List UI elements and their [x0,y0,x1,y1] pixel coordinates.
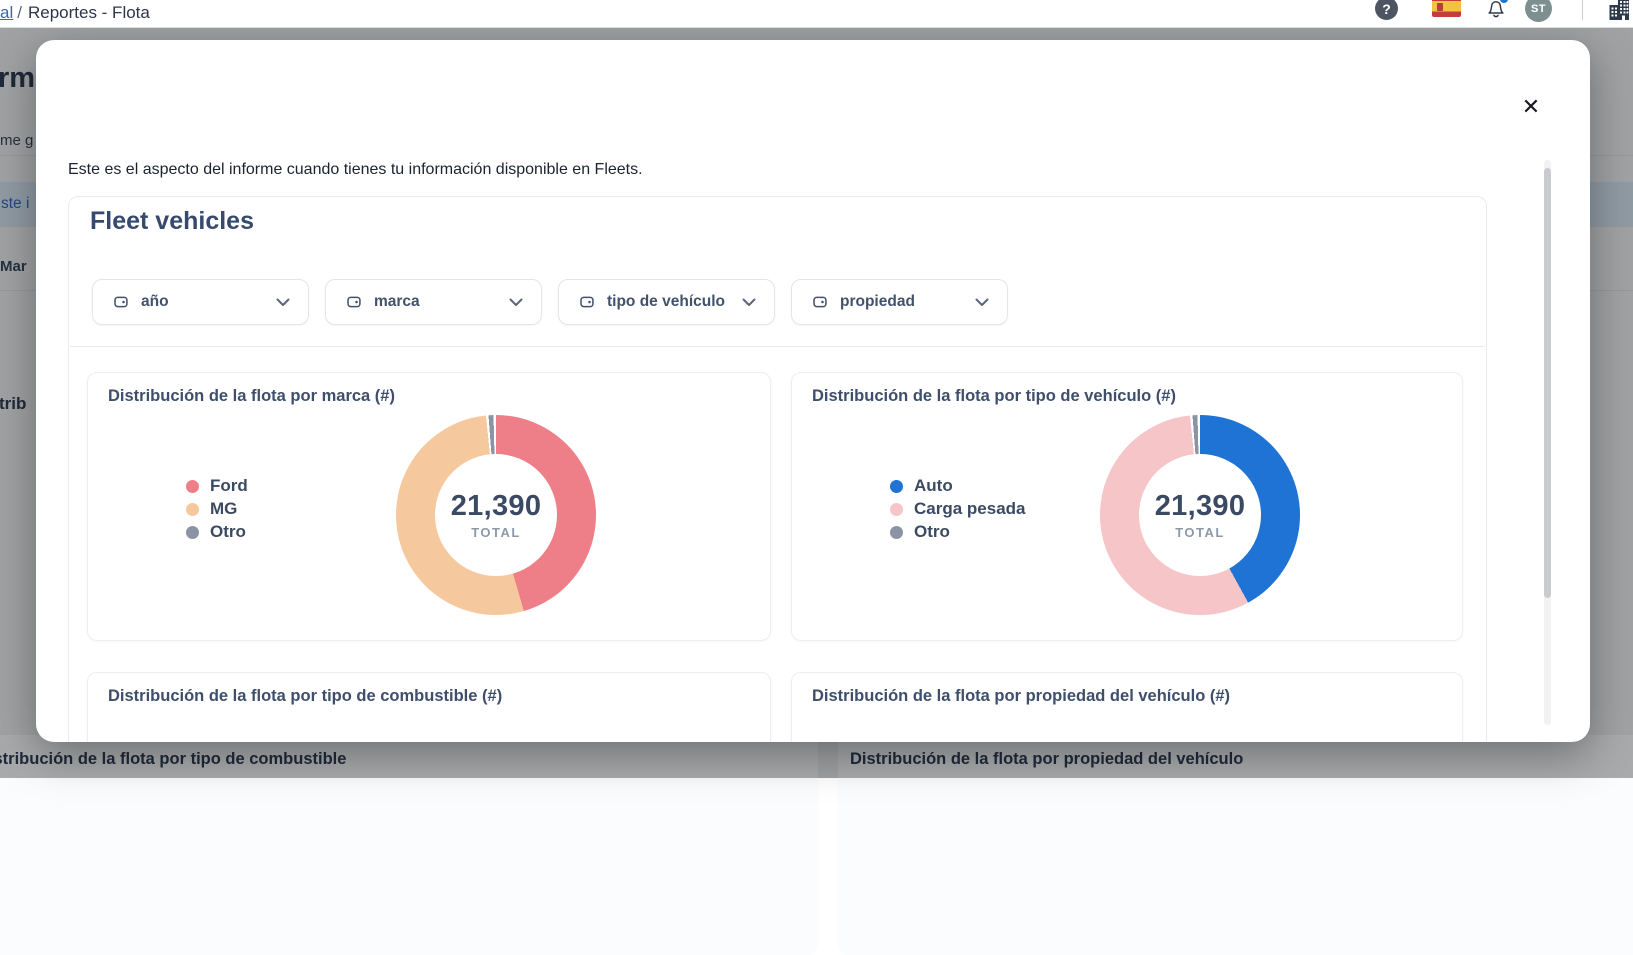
filter-label: propiedad [840,293,915,310]
filter-dropdown-a-o[interactable]: año [92,279,309,325]
language-flag-icon[interactable] [1432,0,1461,17]
notifications-bell-icon[interactable] [1484,0,1509,20]
modal-scrollbar-thumb[interactable] [1544,168,1551,598]
background-subtitle-fragment: me g [0,132,34,149]
chevron-down-icon [509,298,523,307]
legend-label: Ford [210,476,248,495]
background-selected-row-link-fragment: ste i [1,195,30,212]
report-filters-row: año marca tipo de vehículo propiedad [92,279,1008,325]
chevron-down-icon [276,298,290,307]
topbar-divider [1582,0,1583,20]
chevron-down-icon [742,298,756,307]
chart-card: Distribución de la flota por propiedad d… [791,672,1463,742]
tag-icon [114,295,131,309]
report-container: Fleet vehicles año marca tipo de vehículo p… [68,196,1487,742]
donut-center: 21,390 TOTAL [1139,454,1261,576]
donut-total-label: TOTAL [471,525,521,540]
legend-item: Ford [186,476,248,496]
legend-item: MG [186,499,248,519]
background-section-title-fragment: trib [0,394,27,413]
legend-item: Auto [890,476,1026,496]
filter-label: año [141,293,169,310]
chart-legend: Auto Carga pesada Otro [890,473,1026,545]
legend-color-dot [186,525,199,539]
legend-label: Otro [210,522,246,541]
tag-icon [347,295,364,309]
flag-emblem [1437,3,1443,11]
legend-label: Otro [914,522,950,541]
legend-item: Otro [890,522,1026,542]
chart-title: Distribución de la flota por marca (#) [108,387,395,405]
chart-title: Distribución de la flota por tipo de com… [108,687,503,705]
donut-chart: 21,390 TOTAL [396,415,596,615]
breadcrumb: al / Reportes - Flota [0,3,150,23]
report-title: Fleet vehicles [90,207,254,235]
chart-title: Distribución de la flota por propiedad d… [812,687,1231,705]
chart-legend: Ford MG Otro [186,473,248,545]
filter-dropdown-marca[interactable]: marca [325,279,542,325]
chart-title: Distribución de la flota por tipo de veh… [812,387,1176,405]
legend-item: Carga pesada [890,499,1026,519]
chart-card: Distribución de la flota por tipo de veh… [791,372,1463,641]
legend-label: Carga pesada [914,499,1026,518]
filter-dropdown-propiedad[interactable]: propiedad [791,279,1008,325]
close-icon[interactable]: ✕ [1518,94,1544,120]
donut-center: 21,390 TOTAL [435,454,557,576]
background-chart-title-propiedad: Distribución de la flota por propiedad d… [850,750,1244,768]
legend-color-dot [890,479,903,493]
legend-color-dot [186,502,199,516]
legend-label: MG [210,499,238,518]
top-navigation-bar: al / Reportes - Flota ? ST [0,0,1633,28]
background-table-header-fragment: Mar [0,258,27,275]
report-preview-modal: ✕ Este es el aspecto del informe cuando … [36,40,1590,742]
legend-color-dot [890,502,903,516]
chart-card: Distribución de la flota por marca (#) Fo… [87,372,771,641]
chevron-down-icon [975,298,989,307]
donut-chart: 21,390 TOTAL [1100,415,1300,615]
modal-intro-text: Este es el aspecto del informe cuando ti… [68,161,643,178]
donut-total-value: 21,390 [1154,490,1246,522]
filter-dropdown-tipo-de-veh-culo[interactable]: tipo de vehículo [558,279,775,325]
tag-icon [580,295,597,309]
legend-label: Auto [914,476,953,495]
chart-card: Distribución de la flota por tipo de com… [87,672,771,742]
background-page-heading-fragment: rm [0,62,36,94]
tag-icon [813,295,830,309]
donut-total-value: 21,390 [450,490,542,522]
help-icon[interactable]: ? [1375,0,1398,20]
background-chart-title-combustible: Distribución de la flota por tipo de com… [0,750,347,768]
legend-color-dot [890,525,903,539]
breadcrumb-separator: / [17,3,22,22]
apps-building-icon[interactable] [1608,0,1631,21]
donut-total-label: TOTAL [1175,525,1225,540]
filter-label: tipo de vehículo [607,293,725,310]
filter-label: marca [374,293,420,310]
legend-color-dot [186,479,199,493]
user-avatar[interactable]: ST [1525,0,1552,22]
legend-item: Otro [186,522,248,542]
breadcrumb-current: Reportes - Flota [27,3,150,22]
breadcrumb-parent-link[interactable]: al [0,3,14,22]
report-divider [70,346,1485,347]
